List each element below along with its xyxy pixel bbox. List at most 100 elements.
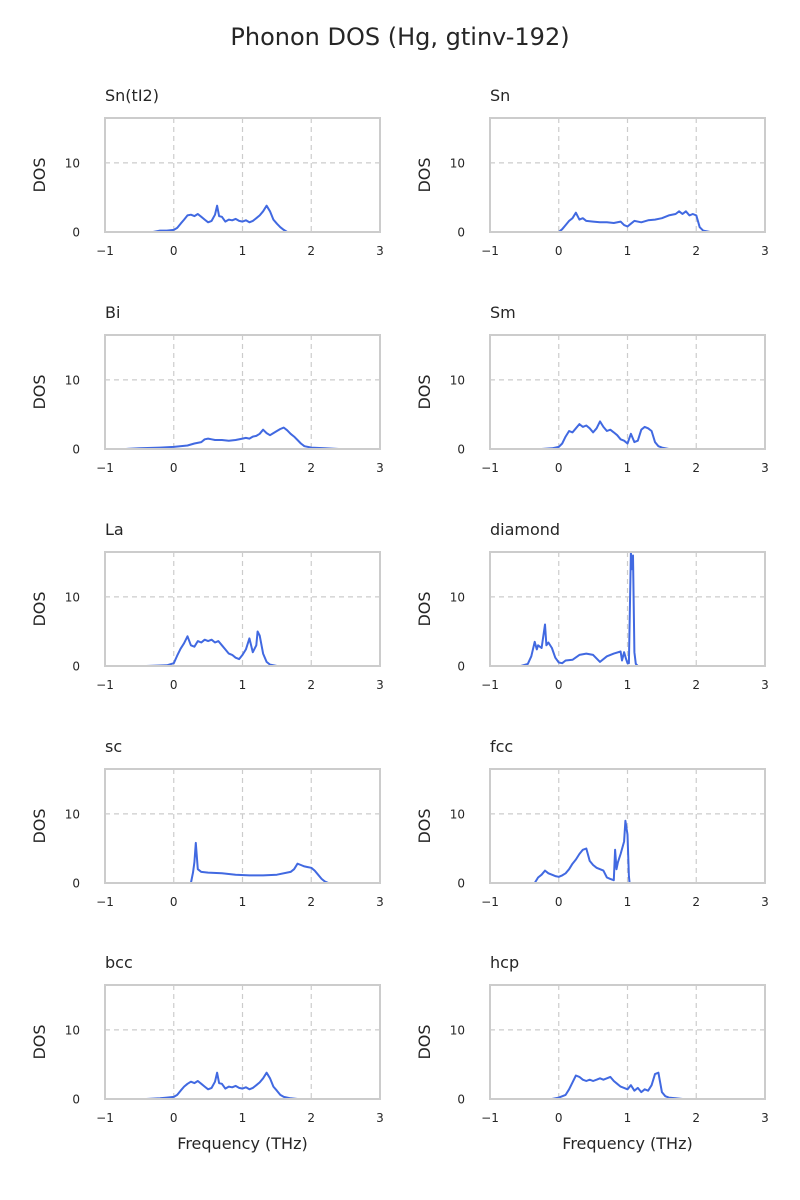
y-tick-label: 0 [457, 226, 465, 240]
plot-frame [489, 984, 766, 1100]
x-tick-label: 0 [170, 461, 178, 475]
x-tick-label: 3 [376, 461, 384, 475]
x-tick-label: 1 [239, 244, 247, 258]
dos-line [550, 1071, 684, 1100]
x-tick-label: 3 [376, 895, 384, 909]
dos-line [145, 1071, 299, 1100]
x-tick-label: 1 [624, 1111, 632, 1125]
x-tick-label: −1 [481, 461, 499, 475]
x-tick-label: 0 [555, 678, 563, 692]
y-tick-label: 10 [65, 807, 80, 821]
subplot-2: −1 0 1 2 3 0 10 Bi DOS [30, 303, 384, 475]
subplot-title: Sn [490, 86, 510, 105]
x-tick-label: 3 [761, 1111, 769, 1125]
y-axis-label: DOS [30, 808, 49, 843]
y-axis-label: DOS [415, 808, 434, 843]
plot-frame [489, 551, 766, 667]
subplot-0: −1 0 1 2 3 0 10 Sn(tI2) DOS [30, 86, 384, 258]
dos-line [124, 426, 340, 450]
x-tick-label: 1 [239, 678, 247, 692]
x-tick-label: −1 [481, 678, 499, 692]
dos-line [145, 630, 278, 667]
dos-line [557, 210, 711, 233]
subplot-5: −1 0 1 2 3 0 10 diamond DOS [415, 520, 769, 692]
subplot-title: Bi [105, 303, 120, 322]
dos-line [533, 819, 631, 884]
x-tick-label: 3 [376, 678, 384, 692]
figure-title: Phonon DOS (Hg, gtinv-192) [230, 23, 569, 51]
y-tick-label: 10 [65, 156, 80, 170]
plot-frame [489, 768, 766, 884]
plot-frame [104, 768, 381, 884]
y-tick-label: 0 [457, 1093, 465, 1107]
y-tick-label: 0 [72, 226, 80, 240]
y-tick-label: 0 [72, 660, 80, 674]
x-tick-label: 2 [692, 1111, 700, 1125]
x-tick-label: 0 [555, 895, 563, 909]
x-tick-label: 2 [692, 461, 700, 475]
x-tick-label: 2 [692, 895, 700, 909]
subplot-title: sc [105, 737, 122, 756]
dos-line [189, 841, 330, 884]
x-tick-label: 1 [624, 244, 632, 258]
subplot-title: fcc [490, 737, 513, 756]
y-tick-label: 10 [450, 1023, 465, 1037]
y-axis-label: DOS [415, 591, 434, 626]
plot-frame [104, 117, 381, 233]
y-axis-label: DOS [30, 591, 49, 626]
y-axis-label: DOS [415, 157, 434, 192]
subplot-title: Sn(tI2) [105, 86, 159, 105]
x-tick-label: 0 [555, 244, 563, 258]
subplot-3: −1 0 1 2 3 0 10 Sm DOS [415, 303, 769, 475]
dos-line [152, 204, 289, 233]
x-tick-label: 0 [170, 678, 178, 692]
x-tick-label: 1 [624, 678, 632, 692]
x-tick-label: 2 [692, 678, 700, 692]
x-tick-label: 1 [624, 895, 632, 909]
x-tick-label: 0 [170, 1111, 178, 1125]
x-tick-label: 1 [239, 461, 247, 475]
x-tick-label: 2 [307, 678, 315, 692]
subplot-6: −1 0 1 2 3 0 10 sc DOS [30, 737, 384, 909]
x-tick-label: 0 [555, 1111, 563, 1125]
x-tick-label: 2 [307, 1111, 315, 1125]
subplot-9: −1 0 1 2 3 0 10 hcp DOS Frequency (THz) [415, 953, 769, 1153]
plot-frame [104, 334, 381, 450]
subplot-title: hcp [490, 953, 519, 972]
x-tick-label: −1 [96, 895, 114, 909]
subplot-title: La [105, 520, 124, 539]
x-tick-label: 3 [761, 461, 769, 475]
x-tick-label: 0 [170, 244, 178, 258]
y-tick-label: 0 [457, 443, 465, 457]
x-axis-label: Frequency (THz) [562, 1134, 692, 1153]
x-tick-label: 3 [761, 895, 769, 909]
x-tick-label: −1 [481, 1111, 499, 1125]
subplot-title: diamond [490, 520, 560, 539]
subplot-7: −1 0 1 2 3 0 10 fcc DOS [415, 737, 769, 909]
y-tick-label: 10 [450, 373, 465, 387]
y-axis-label: DOS [415, 1024, 434, 1059]
x-tick-label: 3 [761, 244, 769, 258]
subplot-title: Sm [490, 303, 516, 322]
x-tick-label: 3 [761, 678, 769, 692]
x-tick-label: 1 [239, 895, 247, 909]
y-axis-label: DOS [30, 374, 49, 409]
plot-frame [489, 334, 766, 450]
x-tick-label: 0 [170, 895, 178, 909]
x-tick-label: 2 [307, 895, 315, 909]
subplot-1: −1 0 1 2 3 0 10 Sn DOS [415, 86, 769, 258]
x-tick-label: 1 [239, 1111, 247, 1125]
x-tick-label: 3 [376, 1111, 384, 1125]
y-tick-label: 10 [450, 807, 465, 821]
x-tick-label: −1 [96, 678, 114, 692]
y-tick-label: 10 [450, 156, 465, 170]
dos-line [540, 420, 670, 450]
x-tick-label: −1 [481, 895, 499, 909]
x-tick-label: 2 [307, 461, 315, 475]
x-tick-label: 0 [555, 461, 563, 475]
x-tick-label: −1 [96, 461, 114, 475]
subplot-title: bcc [105, 953, 133, 972]
x-axis-label: Frequency (THz) [177, 1134, 307, 1153]
